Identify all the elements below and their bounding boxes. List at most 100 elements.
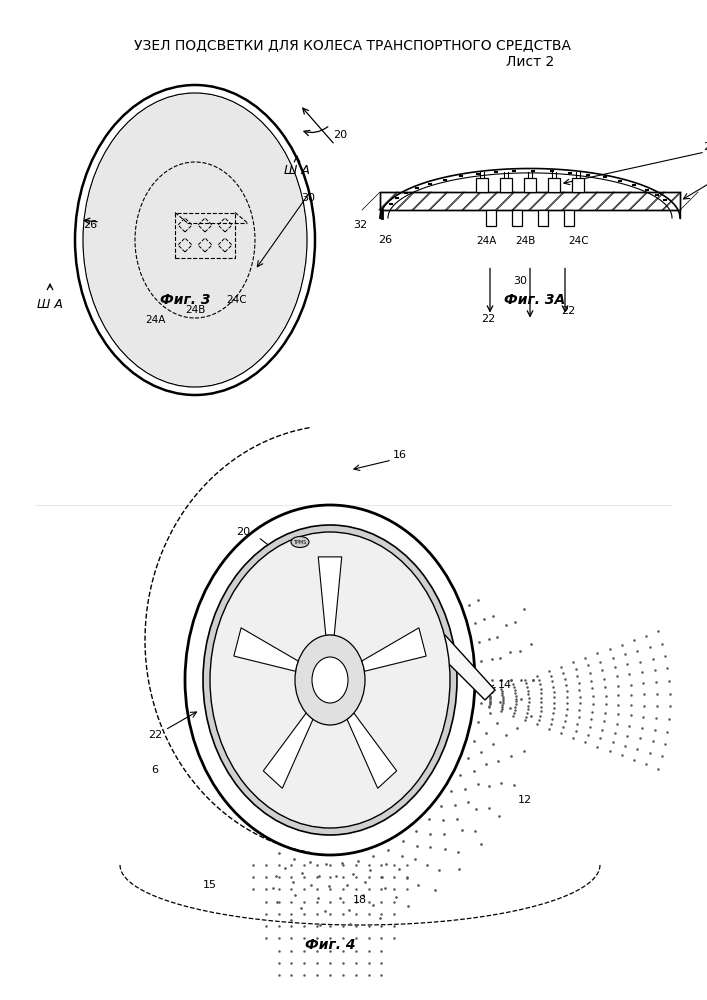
Point <box>412 877 423 893</box>
Point <box>376 857 387 873</box>
Point <box>286 967 297 983</box>
Point <box>363 869 374 885</box>
Point <box>621 728 633 744</box>
Point <box>509 682 520 698</box>
Point <box>337 943 349 959</box>
Point <box>496 699 508 715</box>
Point <box>626 697 637 713</box>
Point <box>325 930 336 946</box>
Point <box>438 826 450 842</box>
Point <box>653 623 664 639</box>
Bar <box>380 192 680 210</box>
Point <box>584 665 595 681</box>
Point <box>536 690 547 706</box>
Point <box>273 918 284 934</box>
Point <box>289 887 300 903</box>
Point <box>560 707 571 723</box>
Text: 22: 22 <box>481 314 495 324</box>
Point <box>389 869 400 885</box>
Point <box>477 672 488 688</box>
Text: 28: 28 <box>703 142 707 152</box>
Point <box>462 750 473 766</box>
Point <box>274 845 285 861</box>
Point <box>484 688 495 704</box>
Point <box>471 801 482 817</box>
Point <box>325 906 336 922</box>
Point <box>522 705 533 721</box>
Point <box>484 686 495 702</box>
Point <box>376 881 387 897</box>
Text: 24B: 24B <box>515 236 535 246</box>
Point <box>469 823 480 839</box>
Point <box>636 720 648 736</box>
Text: Фиг. 4: Фиг. 4 <box>305 938 355 952</box>
Point <box>568 730 579 746</box>
Point <box>472 592 484 608</box>
Point <box>558 719 569 735</box>
Point <box>479 611 490 627</box>
Point <box>337 955 349 971</box>
Point <box>607 650 618 666</box>
Point <box>634 730 645 746</box>
Point <box>315 917 326 933</box>
Point <box>609 725 621 741</box>
Point <box>547 679 559 695</box>
Point <box>651 698 662 714</box>
Point <box>402 869 413 885</box>
Point <box>425 826 436 842</box>
Text: 20: 20 <box>236 527 250 537</box>
Point <box>625 707 636 723</box>
Point <box>532 716 543 732</box>
Text: 26: 26 <box>378 235 392 245</box>
Point <box>616 637 627 653</box>
Point <box>486 672 498 688</box>
Point <box>548 700 559 716</box>
Point <box>298 943 310 959</box>
Point <box>600 705 611 721</box>
Point <box>585 711 597 727</box>
Point <box>312 930 323 946</box>
Bar <box>564 210 574 226</box>
Point <box>429 882 440 898</box>
Point <box>544 663 555 679</box>
Point <box>481 756 492 772</box>
Text: 22: 22 <box>561 306 575 316</box>
Point <box>313 868 325 884</box>
Point <box>453 861 464 877</box>
Point <box>598 713 609 729</box>
Point <box>484 691 496 707</box>
Point <box>572 716 583 732</box>
Point <box>473 634 484 650</box>
Point <box>401 870 412 886</box>
Point <box>273 894 284 910</box>
Point <box>325 967 336 983</box>
Point <box>508 676 519 692</box>
Point <box>486 651 497 667</box>
Polygon shape <box>263 713 313 788</box>
Point <box>286 918 297 934</box>
Point <box>376 955 387 971</box>
Point <box>460 781 471 797</box>
Point <box>514 643 525 659</box>
Point <box>468 763 479 779</box>
Point <box>634 654 645 670</box>
Point <box>377 869 388 885</box>
Point <box>484 690 496 706</box>
Point <box>350 918 361 934</box>
Point <box>260 906 271 922</box>
Point <box>650 710 662 726</box>
Point <box>260 894 271 910</box>
Point <box>609 659 621 675</box>
Point <box>472 776 484 792</box>
Point <box>598 671 609 687</box>
Point <box>376 869 387 885</box>
Point <box>411 823 422 839</box>
Point <box>616 747 627 763</box>
Point <box>496 672 507 688</box>
Point <box>612 678 624 694</box>
Point <box>624 666 635 682</box>
Text: Ш А: Ш А <box>284 163 310 176</box>
Point <box>549 695 560 711</box>
Point <box>389 906 400 922</box>
Point <box>445 783 457 799</box>
